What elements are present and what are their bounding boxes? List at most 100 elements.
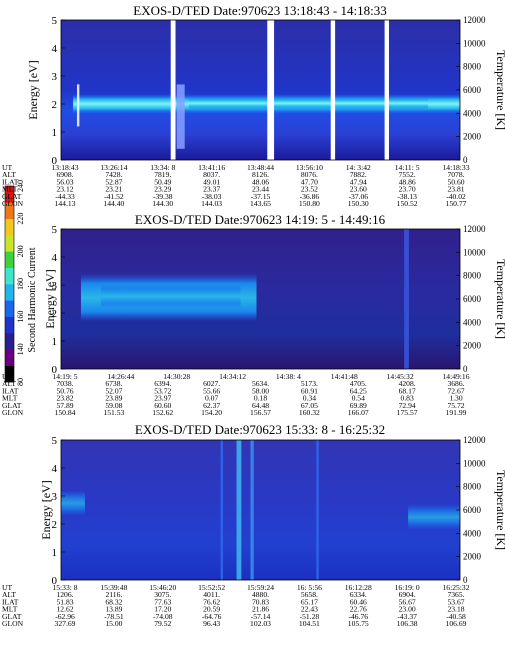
y-tick-label: 3	[52, 280, 58, 292]
y-tick-label: 4	[52, 252, 58, 264]
colorbar-swatch	[5, 267, 14, 285]
y2-tick-label: 0	[463, 575, 468, 585]
orbit-row-value: 23.44	[252, 185, 269, 194]
y-tick-label: 2	[52, 308, 58, 320]
spectral-streak	[176, 84, 185, 149]
orbit-row-value: 104.51	[299, 619, 320, 628]
orbit-row-label: GLON	[2, 408, 24, 417]
y-tick-label: 1	[52, 127, 58, 139]
orbit-row-value: 58.00	[252, 386, 269, 395]
y-tick-label: 2	[52, 519, 58, 531]
y-tick-label: 0	[52, 364, 58, 376]
orbit-row-value: 48.06	[252, 177, 269, 186]
orbit-row-value: 144.30	[152, 199, 173, 208]
colorbar-tick-label: 240	[16, 180, 25, 192]
panel-3: EXOS-D/TED Date:970623 15:33: 8 - 16:25:…	[2, 422, 505, 628]
orbit-row-value: 5658.	[301, 590, 318, 599]
y2-tick-label: 6000	[463, 294, 482, 304]
orbit-row-value: 60.91	[301, 386, 318, 395]
colorbar-tick-label: 220	[16, 213, 25, 225]
orbit-row-label: ALT	[2, 379, 16, 388]
y-axis-label: Energy [eV]	[43, 269, 57, 328]
orbit-row-value: 13.89	[105, 605, 122, 614]
orbit-row-value: 0.34	[303, 394, 316, 403]
orbit-row-value: -57.14	[251, 612, 271, 621]
orbit-row-value: 102.03	[250, 619, 271, 628]
y-tick-label: 3	[52, 491, 58, 503]
orbit-row-value: 14:19: 5	[52, 372, 77, 381]
orbit-row-value: 50.76	[56, 386, 73, 395]
orbit-row-value: 14:18:33	[442, 163, 469, 172]
orbit-row-value: 0.07	[205, 394, 218, 403]
orbit-row-value: 7078.	[447, 170, 464, 179]
orbit-row-value: 53.72	[154, 386, 171, 395]
orbit-row-value: 53.67	[447, 597, 464, 606]
orbit-row-value: 6738.	[105, 379, 122, 388]
orbit-row-value: 15:52:52	[198, 583, 225, 592]
orbit-row-value: 16:12:28	[345, 583, 372, 592]
data-gap	[170, 20, 176, 160]
colorbar-tick-label: 140	[16, 343, 25, 355]
orbit-row-value: 14:34:12	[219, 372, 246, 381]
colorbar-ticks: 80 140 160 180 200 220 240	[16, 180, 25, 386]
orbit-row-label: GLAT	[2, 401, 22, 410]
orbit-row-value: -39.38	[153, 192, 173, 201]
orbit-row-value: 50.60	[447, 177, 464, 186]
orbit-row-value: 23.29	[154, 185, 171, 194]
orbit-row-value: 14:38: 4	[276, 372, 301, 381]
orbit-row-value: 3075.	[154, 590, 171, 599]
orbit-row-value: 14:30:28	[163, 372, 190, 381]
orbit-row-value: 55.66	[203, 386, 220, 395]
orbit-row-value: 6394.	[154, 379, 171, 388]
panel-title: EXOS-D/TED Date:970623 15:33: 8 - 16:25:…	[135, 422, 385, 437]
orbit-row-value: 106.38	[397, 619, 418, 628]
orbit-row-label: ALT	[2, 590, 16, 599]
y2-tick-label: 2000	[463, 341, 482, 351]
y-tick-label: 5	[52, 224, 58, 236]
orbit-row-value: 50.49	[154, 177, 171, 186]
y2-tick-label: 10000	[463, 458, 486, 468]
orbit-row-value: 23.89	[105, 394, 122, 403]
y2-axis-label: Temperature [K]	[494, 470, 505, 550]
intensity-band	[100, 285, 241, 308]
orbit-row-value: -36.86	[300, 192, 320, 201]
colorbar-swatches	[5, 186, 14, 383]
data-gap	[330, 20, 336, 160]
y2-tick-label: 8000	[463, 271, 482, 281]
orbit-row-value: 69.89	[350, 401, 367, 410]
y-axis-label: Energy [eV]	[26, 60, 40, 119]
spectral-streak	[250, 440, 254, 580]
axis-ticks: 0 1 2 3 4 5 0 2000 4000 6000 8000 10000 12000	[52, 435, 487, 587]
orbit-row-value: 0.54	[352, 394, 365, 403]
y2-tick-label: 0	[463, 364, 468, 374]
orbit-row-value: 52.87	[105, 177, 122, 186]
orbit-row-value: 6908.	[56, 170, 73, 179]
spectral-streak	[316, 440, 319, 580]
orbit-row-value: 0.83	[400, 394, 413, 403]
colorbar-swatch	[5, 300, 14, 317]
colorbar-tick-label: 180	[16, 278, 25, 290]
orbit-row-value: 14:45:32	[387, 372, 414, 381]
orbit-row-value: 23.37	[203, 185, 220, 194]
orbit-row-value: 6334.	[350, 590, 367, 599]
orbit-row-value: 5173.	[301, 379, 318, 388]
y-tick-label: 3	[52, 71, 58, 83]
orbit-row-value: 144.03	[201, 199, 222, 208]
orbit-row-label: UT	[2, 372, 12, 381]
axis-ticks: 0 1 2 3 4 5 0 2000 4000 6000 8000 10000 12000	[52, 15, 487, 167]
orbit-row-value: 72.94	[399, 401, 416, 410]
axis-ticks: 0 1 2 3 4 5 0 2000 4000 6000 8000 10000 12000	[52, 224, 487, 376]
orbit-row-value: 7882.	[350, 170, 367, 179]
orbit-row-value: 144.13	[55, 199, 76, 208]
orbit-row-value: 13:26:14	[100, 163, 127, 172]
orbit-row-label: MLT	[2, 185, 18, 194]
y-tick-label: 1	[52, 547, 58, 559]
orbit-row-value: 13:41:16	[198, 163, 225, 172]
y-tick-label: 0	[52, 575, 58, 587]
orbit-row-label: MLT	[2, 394, 18, 403]
orbit-row-value: 143.65	[250, 199, 271, 208]
y2-tick-label: 4000	[463, 108, 482, 118]
orbit-row-value: 76.62	[203, 597, 220, 606]
orbit-row-value: 13:18:43	[51, 163, 78, 172]
y2-tick-label: 2000	[463, 132, 482, 142]
